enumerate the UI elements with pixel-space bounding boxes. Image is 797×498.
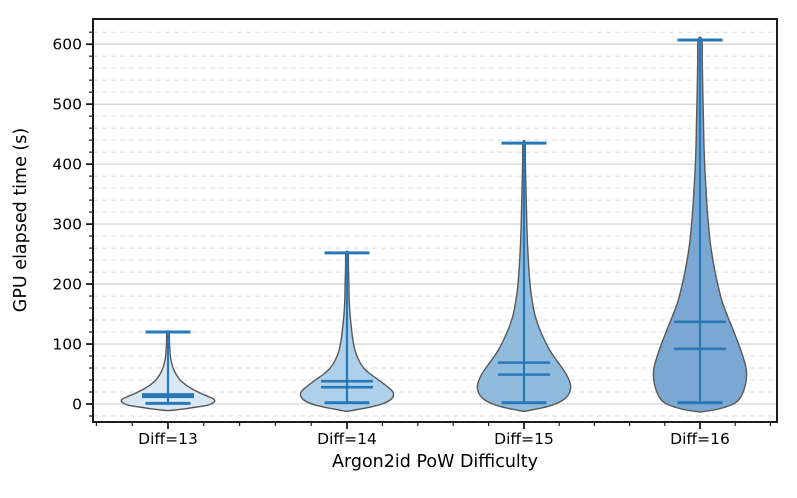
y-tick-label: 200 xyxy=(52,276,82,294)
y-tick-label: 400 xyxy=(52,156,82,174)
x-tick-label: Diff=14 xyxy=(317,430,377,448)
plot-area-border xyxy=(92,18,778,423)
y-tick-label: 0 xyxy=(72,396,82,414)
y-axis-label: GPU elapsed time (s) xyxy=(11,127,31,313)
y-tick-label: 300 xyxy=(52,216,82,234)
y-tick-label: 600 xyxy=(52,36,82,54)
x-axis-label: Argon2id PoW Difficulty xyxy=(332,452,538,472)
x-tick-label: Diff=16 xyxy=(670,430,730,448)
x-tick-label: Diff=13 xyxy=(138,430,198,448)
y-tick-label: 100 xyxy=(52,336,82,354)
x-tick-label: Diff=15 xyxy=(494,430,554,448)
y-tick-label: 500 xyxy=(52,96,82,114)
